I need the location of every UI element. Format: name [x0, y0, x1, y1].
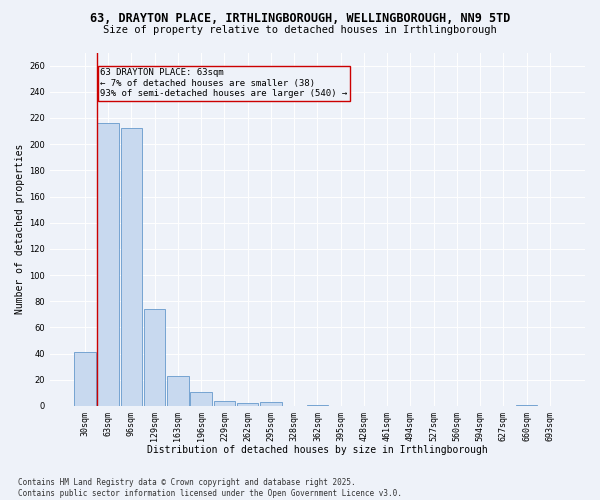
Bar — [144, 309, 166, 406]
Text: 63 DRAYTON PLACE: 63sqm
← 7% of detached houses are smaller (38)
93% of semi-det: 63 DRAYTON PLACE: 63sqm ← 7% of detached… — [100, 68, 347, 98]
Bar — [74, 352, 95, 406]
Bar — [97, 123, 119, 406]
Bar — [167, 376, 188, 406]
Text: Contains HM Land Registry data © Crown copyright and database right 2025.
Contai: Contains HM Land Registry data © Crown c… — [18, 478, 402, 498]
Bar — [237, 404, 259, 406]
Y-axis label: Number of detached properties: Number of detached properties — [15, 144, 25, 314]
Bar — [516, 404, 538, 406]
X-axis label: Distribution of detached houses by size in Irthlingborough: Distribution of detached houses by size … — [147, 445, 488, 455]
Bar — [190, 392, 212, 406]
Bar — [260, 402, 281, 406]
Bar — [121, 128, 142, 406]
Text: Size of property relative to detached houses in Irthlingborough: Size of property relative to detached ho… — [103, 25, 497, 35]
Bar — [307, 404, 328, 406]
Bar — [214, 400, 235, 406]
Text: 63, DRAYTON PLACE, IRTHLINGBOROUGH, WELLINGBOROUGH, NN9 5TD: 63, DRAYTON PLACE, IRTHLINGBOROUGH, WELL… — [90, 12, 510, 26]
